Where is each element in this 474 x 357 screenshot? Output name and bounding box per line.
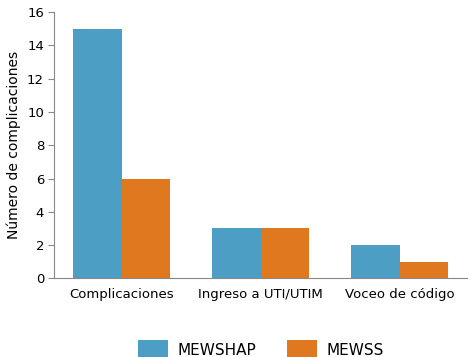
- Bar: [212, 228, 261, 278]
- Bar: [400, 262, 448, 278]
- Bar: [261, 228, 310, 278]
- Bar: [73, 29, 122, 278]
- Legend: MEWSHAP, MEWSS: MEWSHAP, MEWSS: [132, 334, 390, 357]
- Y-axis label: Número de complicaciones: Número de complicaciones: [7, 51, 21, 239]
- Bar: [351, 245, 400, 278]
- Bar: [122, 178, 171, 278]
